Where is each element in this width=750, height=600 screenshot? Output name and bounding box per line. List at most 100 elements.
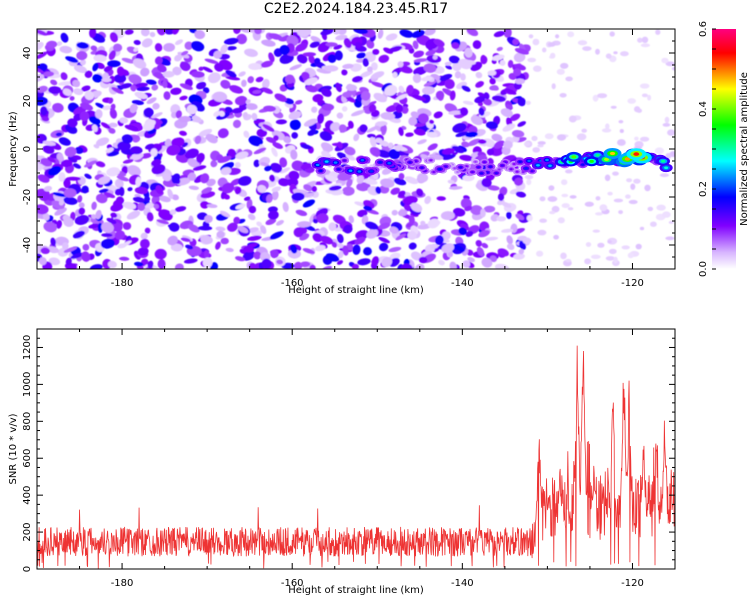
noise-blob bbox=[311, 106, 318, 113]
noise-blob bbox=[255, 76, 264, 83]
noise-blob bbox=[109, 103, 116, 112]
noise-blob bbox=[444, 78, 455, 90]
noise-blob bbox=[354, 41, 362, 49]
noise-blob bbox=[481, 178, 492, 188]
y-tick-label: 1200 bbox=[22, 335, 33, 360]
noise-blob bbox=[412, 73, 422, 84]
noise-blob bbox=[342, 91, 352, 98]
noise-blob bbox=[310, 36, 322, 43]
noise-blob bbox=[270, 249, 279, 259]
noise-blob bbox=[391, 209, 398, 216]
noise-blob bbox=[362, 57, 369, 67]
figure-title: C2E2.2024.184.23.45.R17 bbox=[263, 1, 449, 17]
noise-blob bbox=[449, 90, 456, 101]
noise-blob bbox=[595, 212, 603, 216]
noise-blob bbox=[485, 236, 499, 241]
y-tick-label: -40 bbox=[22, 237, 33, 253]
noise-blob bbox=[224, 106, 233, 113]
noise-blob bbox=[213, 110, 221, 117]
noise-blob bbox=[378, 222, 391, 230]
noise-blob bbox=[398, 85, 405, 93]
noise-blob bbox=[413, 128, 426, 136]
noise-blob bbox=[37, 204, 49, 215]
noise-blob bbox=[604, 174, 611, 182]
noise-blob bbox=[547, 42, 556, 47]
noise-blob bbox=[417, 172, 429, 183]
noise-blob bbox=[511, 130, 525, 138]
signal-blob-core bbox=[581, 163, 585, 166]
noise-blob bbox=[595, 48, 600, 55]
noise-blob bbox=[553, 234, 559, 240]
noise-blob bbox=[184, 41, 194, 50]
noise-blob bbox=[118, 186, 125, 197]
noise-blob bbox=[404, 176, 419, 185]
noise-blob bbox=[59, 45, 73, 54]
noise-blob bbox=[462, 100, 474, 106]
noise-blob bbox=[155, 185, 164, 195]
noise-blob bbox=[265, 218, 277, 225]
noise-blob bbox=[477, 139, 487, 145]
noise-blob bbox=[501, 228, 514, 233]
signal-blob-core bbox=[595, 153, 600, 157]
signal-blob-core bbox=[432, 171, 436, 173]
noise-blob bbox=[539, 196, 546, 202]
x-tick-label: -160 bbox=[281, 278, 304, 289]
noise-blob bbox=[311, 191, 319, 198]
noise-blob bbox=[81, 85, 91, 92]
noise-blob bbox=[364, 221, 379, 230]
noise-blob bbox=[513, 68, 522, 77]
noise-blob bbox=[296, 221, 312, 228]
noise-blob bbox=[167, 235, 178, 246]
noise-blob bbox=[568, 115, 577, 123]
noise-blob bbox=[436, 196, 446, 201]
noise-blob bbox=[618, 120, 624, 124]
noise-blob bbox=[52, 102, 64, 113]
noise-blob bbox=[464, 47, 473, 58]
signal-blob-core bbox=[408, 161, 412, 164]
noise-blob bbox=[119, 83, 132, 89]
noise-blob bbox=[413, 50, 425, 58]
noise-blob bbox=[135, 176, 142, 187]
noise-blob bbox=[271, 147, 278, 157]
y-tick-label: -20 bbox=[22, 189, 33, 205]
noise-blob bbox=[661, 57, 669, 64]
noise-blob bbox=[225, 76, 241, 81]
noise-blob bbox=[129, 153, 144, 161]
noise-blob bbox=[234, 95, 248, 106]
x-tick-label: -140 bbox=[451, 578, 474, 589]
noise-blob bbox=[474, 96, 486, 104]
noise-blob bbox=[398, 173, 405, 180]
noise-blob bbox=[633, 178, 641, 184]
noise-blob bbox=[121, 57, 136, 64]
noise-blob bbox=[372, 48, 380, 56]
noise-blob bbox=[442, 153, 456, 161]
noise-blob bbox=[303, 184, 313, 192]
noise-blob bbox=[294, 100, 303, 105]
noise-blob bbox=[327, 54, 337, 63]
noise-blob bbox=[303, 118, 318, 127]
noise-blob bbox=[185, 244, 194, 250]
spectrogram-x-axis: -180 -160 -140 -120 bbox=[36, 29, 676, 289]
noise-blob bbox=[283, 136, 292, 144]
noise-blob bbox=[480, 208, 486, 218]
noise-blob bbox=[421, 93, 431, 104]
noise-blob bbox=[461, 141, 470, 148]
noise-blob bbox=[146, 97, 157, 105]
noise-blob bbox=[497, 193, 505, 201]
noise-blob bbox=[331, 241, 338, 248]
snr-y-label: SNR (10 * v/v) bbox=[8, 413, 19, 484]
y-tick-label: 20 bbox=[22, 95, 33, 108]
noise-blob bbox=[567, 31, 575, 38]
noise-blob bbox=[420, 220, 426, 226]
noise-blob bbox=[76, 50, 88, 61]
noise-blob bbox=[84, 70, 93, 78]
noise-blob bbox=[592, 94, 599, 102]
noise-blob bbox=[247, 213, 256, 221]
spectrogram-panel: -180 -160 -140 -120 -40 -20 0 20 40 Height of s… bbox=[8, 28, 676, 296]
noise-blob bbox=[253, 251, 262, 260]
noise-blob bbox=[357, 209, 368, 218]
noise-blob bbox=[244, 48, 258, 57]
noise-blob bbox=[235, 151, 249, 160]
noise-blob bbox=[377, 29, 384, 39]
noise-blob bbox=[237, 176, 252, 186]
